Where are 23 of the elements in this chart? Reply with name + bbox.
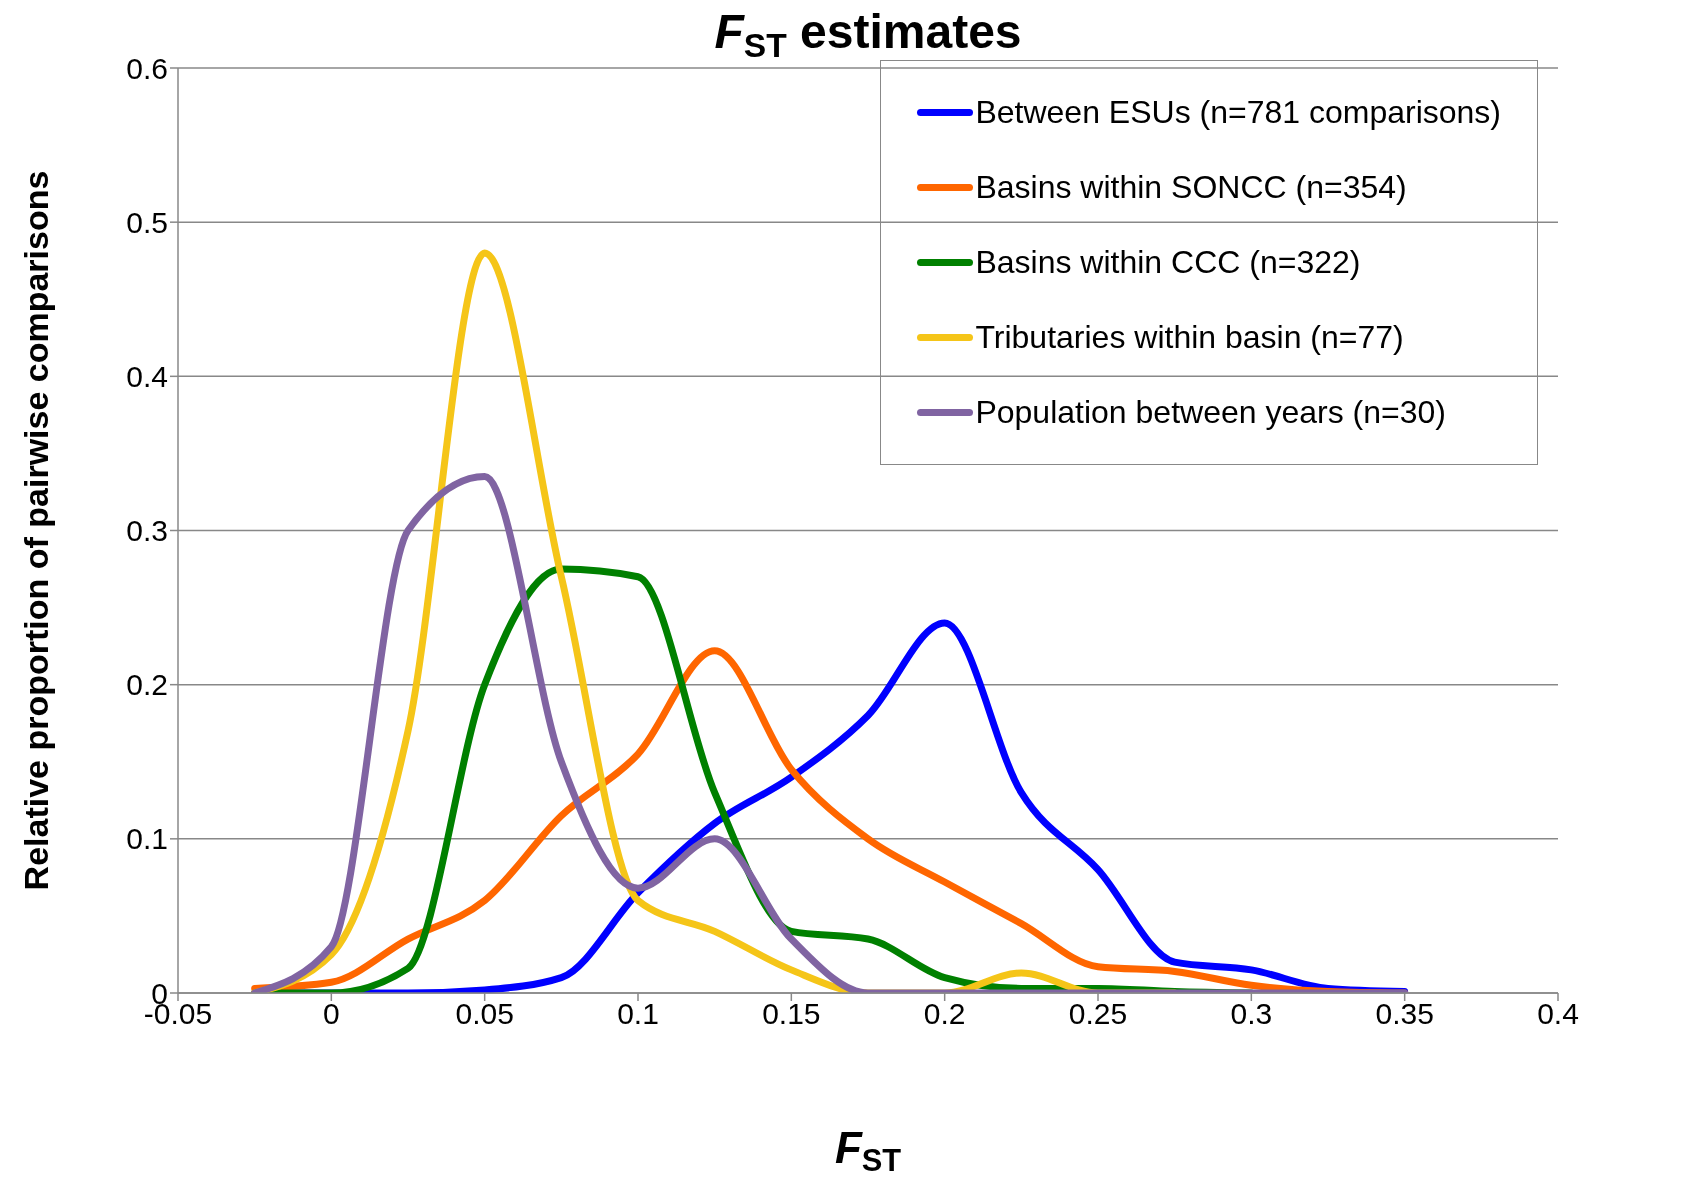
x-tick-label: 0.3 [1230,997,1273,1031]
x-tick-label: 0 [322,997,340,1031]
chart-title: F$_{ST}$ estimates [714,5,1022,64]
legend-label: Population between years (n=30) [975,394,1446,431]
legend-label: Basins within CCC (n=322) [975,244,1361,281]
y-tick-label: 0.6 [126,51,168,85]
x-tick-label: 0.35 [1375,997,1434,1031]
y-axis-title: Relative proportion of pairwise comparisons [17,170,55,891]
y-tick-label: 0.4 [126,359,168,393]
legend-label: Tributaries within basin (n=77) [975,319,1404,356]
y-tick-label: 0.2 [126,668,168,702]
legend-label: Basins within SONCC (n=354) [975,169,1407,206]
x-tick-label: 0.4 [1537,997,1579,1031]
y-tick-label: 0.3 [126,514,168,548]
y-tick-label: 0.1 [126,822,168,856]
x-axis-title: F$_{ST}$ [834,1123,902,1178]
x-tick-label: 0.1 [617,997,659,1031]
x-tick-label: 0.15 [762,997,821,1031]
y-tick-label: 0.5 [126,205,168,239]
x-tick-label: 0.2 [923,997,966,1031]
legend-label: Between ESUs (n=781 comparisons) [975,94,1501,131]
x-tick-label: 0.25 [1068,997,1128,1031]
x-tick-label: 0.05 [455,997,514,1031]
